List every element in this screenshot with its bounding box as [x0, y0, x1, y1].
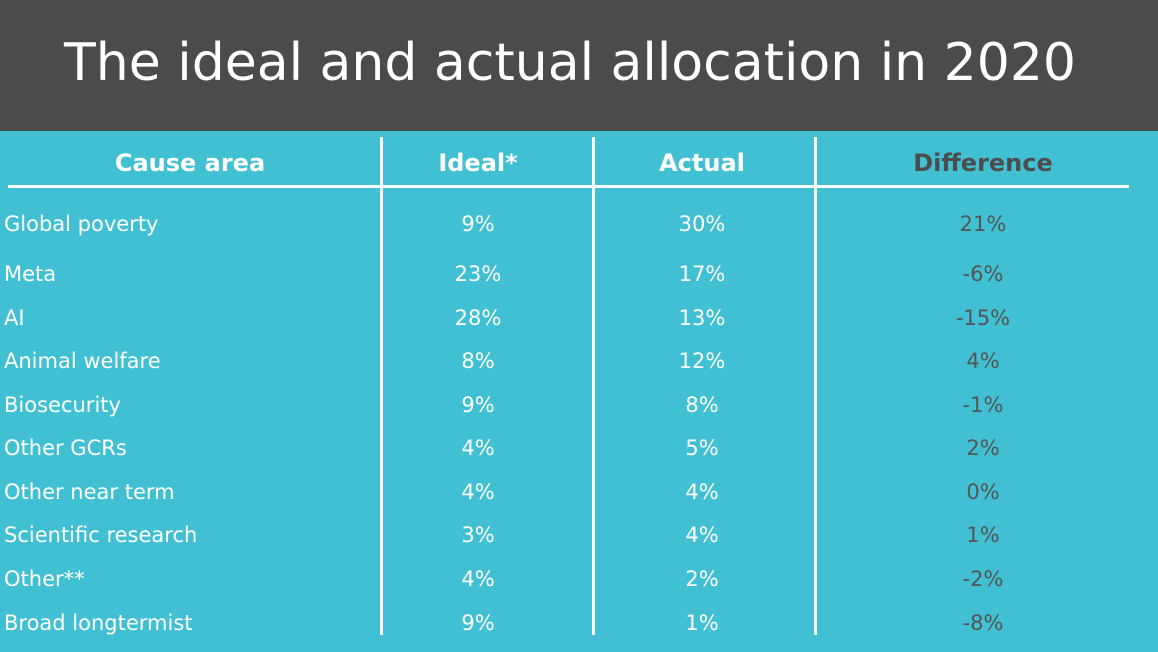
- table-cell: 9%: [461, 611, 495, 635]
- table-cell: 23%: [454, 262, 502, 286]
- column-divider: [814, 137, 817, 635]
- column-divider: [380, 137, 383, 635]
- table-cell: 17%: [678, 262, 726, 286]
- table-cell: 4%: [966, 349, 1000, 373]
- table-cell: Biosecurity: [4, 393, 121, 417]
- title-bar: The ideal and actual allocation in 2020: [0, 0, 1158, 131]
- table-cell: Scientific research: [4, 523, 198, 547]
- title: The ideal and actual allocation in 2020: [64, 33, 1076, 93]
- table-cell: -8%: [962, 611, 1004, 635]
- table-cell: 8%: [461, 349, 495, 373]
- table-cell: 1%: [685, 611, 719, 635]
- table-cell: AI: [4, 306, 25, 330]
- table-cell: 9%: [461, 393, 495, 417]
- table-cell: 21%: [959, 212, 1007, 236]
- table-cell: Meta: [4, 262, 57, 286]
- table-cell: 1%: [966, 523, 1000, 547]
- table-cell: -2%: [962, 567, 1004, 591]
- table-cell: 0%: [966, 480, 1000, 504]
- table-cell: 2%: [685, 567, 719, 591]
- table-cell: 4%: [685, 480, 719, 504]
- column-header: Difference: [913, 149, 1053, 177]
- table-cell: 12%: [678, 349, 726, 373]
- table-cell: -1%: [962, 393, 1004, 417]
- table-cell: 5%: [685, 436, 719, 460]
- table-cell: Other GCRs: [4, 436, 127, 460]
- table-cell: Broad longtermist: [4, 611, 193, 635]
- table-cell: 13%: [678, 306, 726, 330]
- column-header: Actual: [659, 149, 745, 177]
- table-cell: 30%: [678, 212, 726, 236]
- table-cell: Animal welfare: [4, 349, 161, 373]
- table-cell: 8%: [685, 393, 719, 417]
- table-cell: 9%: [461, 212, 495, 236]
- table-cell: 3%: [461, 523, 495, 547]
- table-cell: -15%: [955, 306, 1011, 330]
- table-cell: Other near term: [4, 480, 175, 504]
- column-divider: [592, 137, 595, 635]
- column-header: Ideal*: [438, 149, 518, 177]
- column-header: Cause area: [114, 149, 266, 177]
- table-cell: -6%: [962, 262, 1004, 286]
- table-cell: 4%: [461, 436, 495, 460]
- table-cell: Global poverty: [4, 212, 159, 236]
- table-cell: 4%: [685, 523, 719, 547]
- table-cell: 2%: [966, 436, 1000, 460]
- table-cell: 4%: [461, 567, 495, 591]
- table-cell: 28%: [454, 306, 502, 330]
- table-cell: Other**: [4, 567, 85, 591]
- header-rule: [8, 185, 1129, 188]
- table-cell: 4%: [461, 480, 495, 504]
